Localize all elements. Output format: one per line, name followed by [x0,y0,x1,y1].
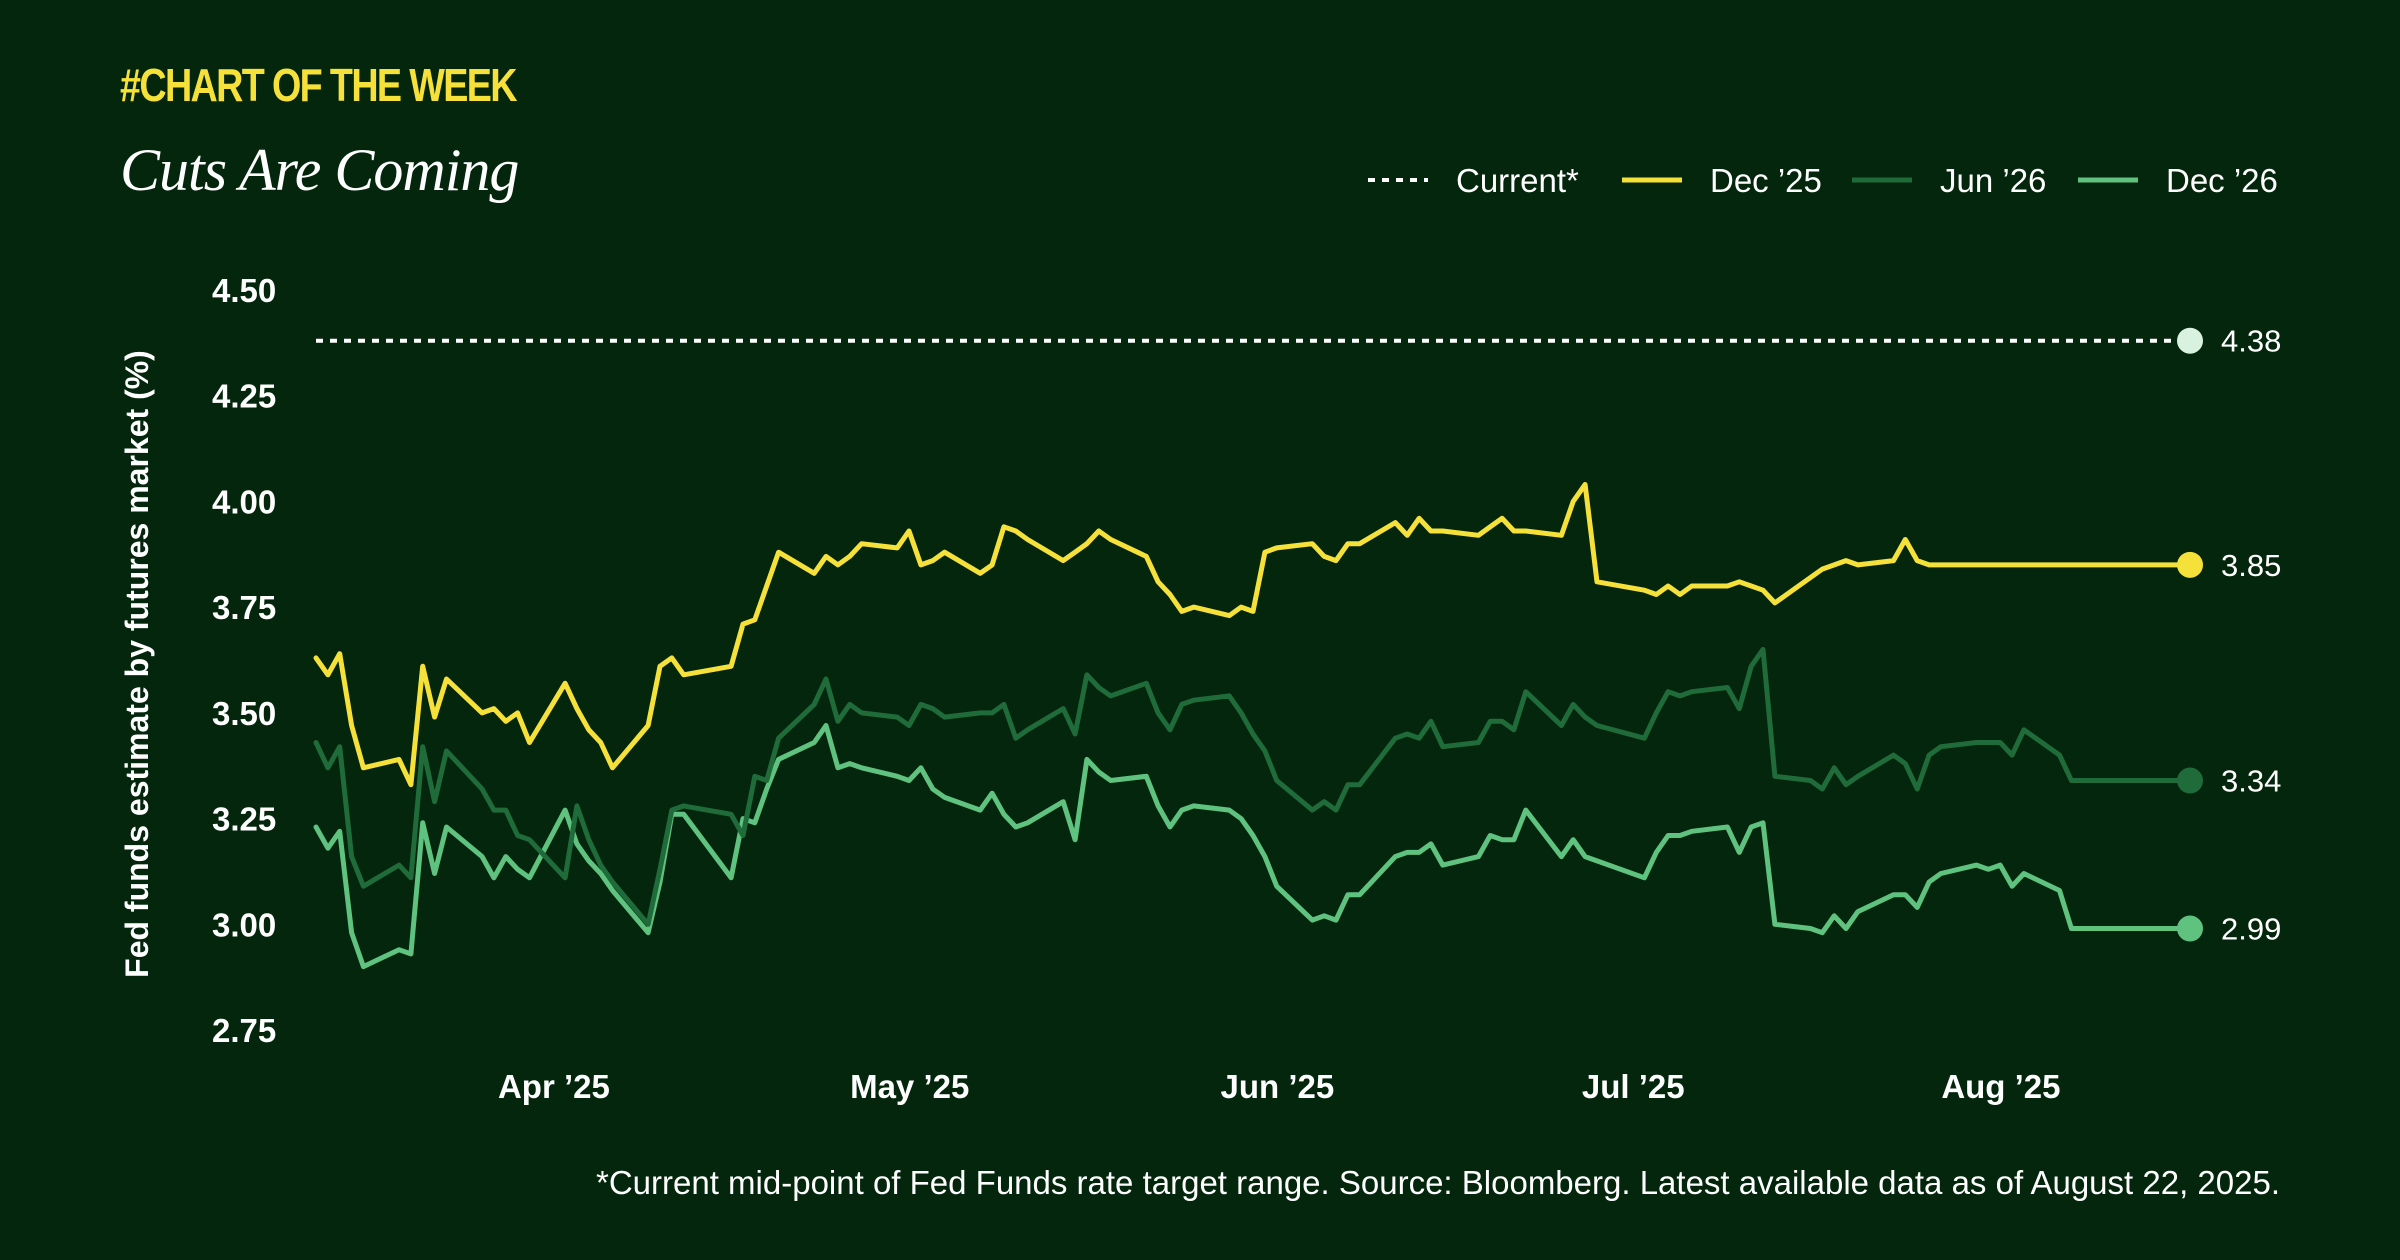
x-tick-label: Jul ’25 [1582,1068,1685,1105]
chart-legend: Current* Dec ’25 Jun ’26 Dec ’26 [1368,162,2278,199]
legend-label-current: Current* [1456,162,1579,199]
series-line-dec26 [313,723,2193,970]
y-tick-label: 4.00 [212,483,276,520]
y-tick-label: 2.75 [212,1012,276,1049]
series-group [313,338,2193,970]
end-point-jun26 [2177,767,2203,794]
y-tick-label: 3.25 [212,801,276,838]
y-tick-label: 4.25 [212,378,276,415]
y-axis: 4.50 4.25 4.00 3.75 3.50 3.25 3.00 2.75 [212,272,276,1049]
legend-label-dec25: Dec ’25 [1710,162,1822,199]
end-point-current [2177,327,2203,354]
end-point-dec26 [2177,915,2203,942]
y-tick-label: 3.75 [212,589,276,626]
end-label-jun26: 3.34 [2221,764,2281,799]
x-tick-label: May ’25 [850,1068,969,1105]
y-tick-label: 4.50 [212,272,276,309]
x-tick-label: Jun ’25 [1221,1068,1335,1105]
end-label-dec26: 2.99 [2221,912,2281,947]
end-points: 4.38 3.85 3.34 2.99 [2177,324,2281,947]
x-tick-label: Apr ’25 [498,1068,610,1105]
chart-kicker: #CHART OF THE WEEK [120,59,518,111]
y-tick-label: 3.00 [212,906,276,943]
end-label-dec25: 3.85 [2221,548,2281,583]
legend-label-dec26: Dec ’26 [2166,162,2278,199]
series-line-jun26 [313,646,2193,927]
series-line-dec25 [313,482,2193,788]
y-tick-label: 3.50 [212,695,276,732]
footnote: *Current mid-point of Fed Funds rate tar… [596,1164,2280,1201]
y-axis-label: Fed funds estimate by futures market (%) [119,350,155,978]
end-label-current: 4.38 [2221,324,2281,359]
legend-label-jun26: Jun ’26 [1940,162,2046,199]
end-point-dec25 [2177,551,2203,578]
x-axis: Apr ’25 May ’25 Jun ’25 Jul ’25 Aug ’25 [498,1068,2061,1105]
chart-title: Cuts Are Coming [120,137,519,203]
x-tick-label: Aug ’25 [1941,1068,2060,1105]
